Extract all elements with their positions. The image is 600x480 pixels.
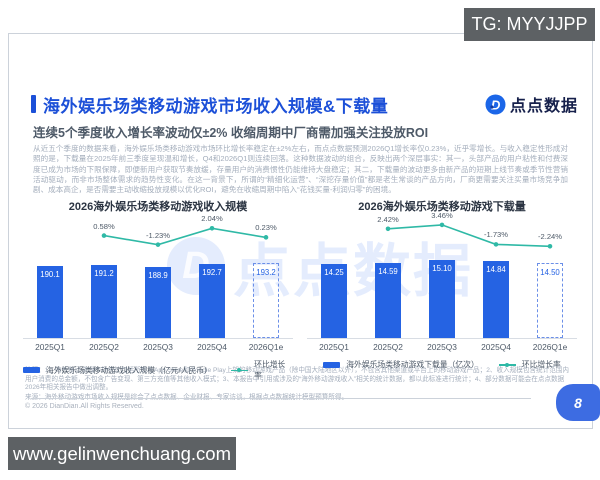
report-slide: 海外娱乐场类移动游戏市场收入规模&下载量 D 点点数据 连续5个季度收入增长率波… — [8, 33, 593, 429]
footnotes: 注释：1、海外移动游戏市场统计包括所有在App Store和Google Pla… — [25, 367, 570, 402]
chart-title: 2026海外娱乐场类移动游戏下载量 — [358, 201, 526, 213]
forecast-bar: 14.50 — [537, 263, 563, 338]
page-number: 8 — [574, 394, 582, 411]
bars-area: 190.1 191.2 188.9 192.7 193.2 — [23, 258, 293, 339]
bar-value-label: 14.59 — [378, 267, 398, 276]
bar: 15.10 — [429, 260, 455, 338]
growth-value-label: 2.42% — [377, 214, 399, 224]
bar: 14.59 — [375, 263, 401, 338]
growth-value-label: 0.23% — [255, 223, 277, 233]
diandian-logo: D 点点数据 — [485, 92, 578, 116]
legend-bar-label: 海外娱乐场类移动游戏下载量（亿次） — [346, 360, 479, 369]
bar-slot: 14.25 — [307, 258, 361, 338]
bar-value-label: 188.9 — [148, 271, 168, 280]
growth-value-label: -1.23% — [145, 230, 171, 240]
x-axis-label: 2025Q1 — [319, 342, 349, 352]
growth-value-label: -1.73% — [483, 230, 509, 240]
bar-slot: 15.10 — [415, 258, 469, 338]
x-axis-label: 2026Q1e — [532, 342, 568, 352]
bar-value-label: 192.7 — [202, 268, 222, 277]
x-axis: 2025Q1 2025Q2 2025Q3 2025Q4 2026Q1e — [307, 342, 577, 355]
title-accent-bar — [31, 95, 36, 113]
legend-bar-swatch — [23, 367, 40, 373]
bar-slot: 193.2 — [239, 258, 293, 338]
bars-area: 14.25 14.59 15.10 14.84 14.50 — [307, 258, 577, 339]
x-axis: 2025Q1 2025Q2 2025Q3 2025Q4 2026Q1e — [23, 342, 293, 355]
diandian-d-icon: D — [485, 94, 506, 114]
growth-value-label: 2.04% — [201, 214, 223, 224]
website-badge: www.gelinwenchuang.com — [8, 437, 236, 470]
title-row: 海外娱乐场类移动游戏市场收入规模&下载量 D 点点数据 — [31, 91, 578, 117]
x-axis-label: 2025Q4 — [481, 342, 511, 352]
bar-slot: 191.2 — [77, 258, 131, 338]
bar-value-label: 14.84 — [486, 265, 506, 274]
forecast-bar: 193.2 — [253, 263, 279, 338]
tg-contact-badge: TG: MYYJJPP — [464, 8, 595, 41]
x-axis-label: 2025Q3 — [427, 342, 457, 352]
bar-slot: 14.59 — [361, 258, 415, 338]
copyright: © 2026 DianDian.All Rights Reserved. — [25, 403, 144, 410]
bar-slot: 14.50 — [523, 258, 577, 338]
x-axis-label: 2025Q3 — [143, 342, 173, 352]
growth-line-area: 2.42% 3.46% -1.73% -2.24% — [307, 210, 577, 258]
x-axis-label: 2026Q1e — [248, 342, 284, 352]
downloads-chart: 2026海外娱乐场类移动游戏下载量 2.42% 3.46% -1.73% -2.24%… — [307, 198, 577, 381]
bar-value-label: 193.2 — [256, 268, 276, 277]
legend-line-swatch — [498, 362, 516, 368]
bar-slot: 190.1 — [23, 258, 77, 338]
page-title: 海外娱乐场类移动游戏市场收入规模&下载量 — [43, 96, 389, 116]
revenue-chart: 2026海外娱乐场类移动游戏收入规模 0.58% -1.23% 2.04% 0.23%… — [23, 198, 293, 381]
growth-value-label: 0.58% — [93, 221, 115, 231]
bar-value-label: 15.10 — [432, 264, 452, 273]
footnote-source: 来源：海外移动游戏市场收入规模是综合了点点数据、企业财报、专家访谈，根据点点数据… — [25, 393, 349, 401]
bar-value-label: 14.50 — [540, 268, 560, 277]
legend: 海外娱乐场类移动游戏下载量（亿次） 环比增长率 — [307, 359, 577, 370]
bar: 14.84 — [483, 261, 509, 338]
bar: 192.7 — [199, 264, 225, 338]
bar-value-label: 191.2 — [94, 269, 114, 278]
bar: 190.1 — [37, 266, 63, 338]
bar: 188.9 — [145, 267, 171, 338]
growth-line — [385, 222, 553, 249]
growth-line-area: 0.58% -1.23% 2.04% 0.23% — [23, 214, 293, 258]
logo-text: 点点数据 — [509, 98, 578, 115]
bar: 14.25 — [321, 264, 347, 338]
footnote-note: 注释：1、海外移动游戏市场统计包括所有在App Store和Google Pla… — [25, 367, 570, 392]
bar-slot: 14.84 — [469, 258, 523, 338]
body-paragraph: 从近五个季度的数据来看，海外娱乐场类移动游戏市场环比增长率稳定在±2%左右，而点… — [33, 144, 568, 195]
bar-value-label: 190.1 — [40, 270, 60, 279]
footer-divider — [31, 398, 531, 399]
legend-line-label: 环比增长率 — [521, 360, 561, 369]
bar-value-label: 14.25 — [324, 268, 344, 277]
chart-title: 2026海外娱乐场类移动游戏收入规模 — [68, 201, 248, 213]
x-axis-label: 2025Q2 — [89, 342, 119, 352]
legend-bar-label: 海外娱乐场类移动游戏收入规模（亿元/人民币） — [45, 365, 212, 375]
legend-line-label: 环比增长率 — [254, 360, 286, 380]
x-axis-label: 2025Q1 — [35, 342, 65, 352]
bar: 191.2 — [91, 265, 117, 338]
bar-slot: 192.7 — [185, 258, 239, 338]
growth-value-label: -2.24% — [537, 232, 563, 242]
charts-row: 2026海外娱乐场类移动游戏收入规模 0.58% -1.23% 2.04% 0.23%… — [23, 198, 578, 381]
x-axis-label: 2025Q4 — [197, 342, 227, 352]
subtitle: 连续5个季度收入增长率波动仅±2% 收缩周期中厂商需加强关注投放ROI — [33, 126, 429, 140]
legend-bar-swatch — [323, 361, 341, 368]
legend-line-swatch — [231, 367, 249, 373]
x-axis-label: 2025Q2 — [373, 342, 403, 352]
growth-value-label: 3.46% — [431, 210, 453, 220]
bar-slot: 188.9 — [131, 258, 185, 338]
svg-text:D: D — [491, 97, 501, 112]
page-number-badge: 8 — [556, 384, 600, 421]
legend: 海外娱乐场类移动游戏收入规模（亿元/人民币） 环比增长率 — [23, 359, 293, 381]
growth-line — [101, 226, 269, 247]
